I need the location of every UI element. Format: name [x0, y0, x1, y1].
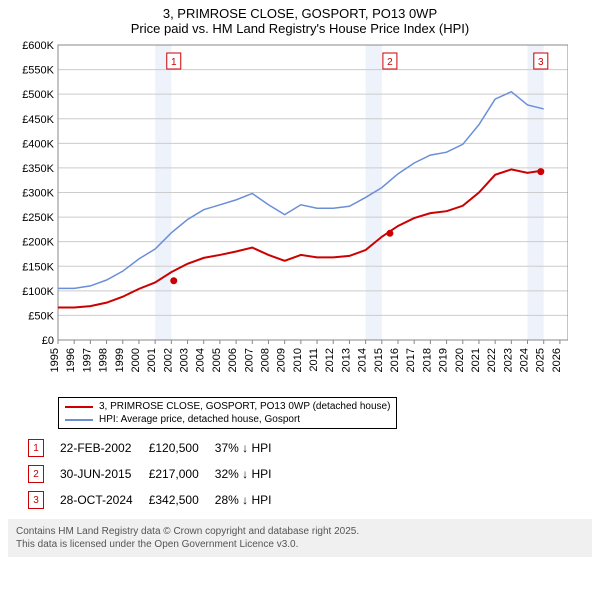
svg-text:2024: 2024 — [519, 348, 531, 372]
svg-text:2019: 2019 — [438, 348, 450, 372]
event-row: 2 30-JUN-2015 £217,000 32% ↓ HPI — [28, 461, 287, 487]
footer-note: Contains HM Land Registry data © Crown c… — [8, 519, 592, 557]
svg-text:£50K: £50K — [28, 310, 54, 322]
svg-text:1996: 1996 — [65, 348, 77, 372]
svg-text:2023: 2023 — [502, 348, 514, 372]
svg-text:2004: 2004 — [195, 348, 207, 372]
svg-text:2021: 2021 — [470, 348, 482, 372]
svg-text:2013: 2013 — [340, 348, 352, 372]
svg-text:2018: 2018 — [421, 348, 433, 372]
event-row: 1 22-FEB-2002 £120,500 37% ↓ HPI — [28, 435, 287, 461]
svg-text:2003: 2003 — [179, 348, 191, 372]
event-marker-icon: 2 — [28, 465, 44, 483]
event-delta: 32% ↓ HPI — [215, 461, 288, 487]
event-row: 3 28-OCT-2024 £342,500 28% ↓ HPI — [28, 487, 287, 513]
svg-text:2002: 2002 — [162, 348, 174, 372]
legend-row: 3, PRIMROSE CLOSE, GOSPORT, PO13 0WP (de… — [65, 400, 390, 413]
svg-text:1999: 1999 — [114, 348, 126, 372]
event-delta: 28% ↓ HPI — [215, 487, 288, 513]
event-marker-icon: 3 — [28, 491, 44, 509]
svg-text:£500K: £500K — [22, 89, 54, 101]
price-chart-svg: £0 £50K £100K £150K £200K £250K £300K £350K £400… — [8, 40, 568, 390]
svg-text:1998: 1998 — [98, 348, 110, 372]
svg-text:£550K: £550K — [22, 65, 54, 77]
svg-text:£350K: £350K — [22, 163, 54, 175]
svg-text:£400K: £400K — [22, 138, 54, 150]
event-delta: 37% ↓ HPI — [215, 435, 288, 461]
svg-text:2017: 2017 — [405, 348, 417, 372]
title-block: 3, PRIMROSE CLOSE, GOSPORT, PO13 0WP Pri… — [8, 6, 592, 36]
title-subtitle: Price paid vs. HM Land Registry's House … — [8, 21, 592, 36]
title-address: 3, PRIMROSE CLOSE, GOSPORT, PO13 0WP — [8, 6, 592, 21]
legend-label: HPI: Average price, detached house, Gosp… — [99, 414, 300, 425]
svg-text:2008: 2008 — [259, 348, 271, 372]
svg-text:£250K: £250K — [22, 212, 54, 224]
svg-text:2014: 2014 — [357, 348, 369, 372]
svg-text:£100K: £100K — [22, 286, 54, 298]
event-price: £120,500 — [149, 435, 215, 461]
svg-text:2026: 2026 — [551, 348, 563, 372]
svg-text:2015: 2015 — [373, 348, 385, 372]
footer-line: This data is licensed under the Open Gov… — [16, 538, 584, 551]
svg-text:1995: 1995 — [49, 348, 61, 372]
svg-text:2000: 2000 — [130, 348, 142, 372]
event-marker-icon: 1 — [28, 439, 44, 457]
svg-text:£0: £0 — [42, 335, 54, 347]
svg-text:2006: 2006 — [227, 348, 239, 372]
events-table: 1 22-FEB-2002 £120,500 37% ↓ HPI 2 30-JU… — [28, 435, 287, 513]
svg-text:2007: 2007 — [243, 348, 255, 372]
svg-text:£300K: £300K — [22, 188, 54, 200]
event-date: 28-OCT-2024 — [60, 487, 149, 513]
svg-text:2011: 2011 — [308, 348, 320, 372]
svg-text:3: 3 — [538, 57, 544, 68]
svg-text:2022: 2022 — [486, 348, 498, 372]
event-price: £217,000 — [149, 461, 215, 487]
svg-text:2025: 2025 — [535, 348, 547, 372]
svg-text:2012: 2012 — [324, 348, 336, 372]
legend-row: HPI: Average price, detached house, Gosp… — [65, 413, 390, 426]
footer-line: Contains HM Land Registry data © Crown c… — [16, 525, 584, 538]
svg-text:2001: 2001 — [146, 348, 158, 372]
chart-container: 3, PRIMROSE CLOSE, GOSPORT, PO13 0WP Pri… — [0, 0, 600, 565]
svg-text:£450K: £450K — [22, 114, 54, 126]
svg-text:1: 1 — [171, 57, 177, 68]
legend-swatch — [65, 419, 93, 421]
event-price: £342,500 — [149, 487, 215, 513]
svg-text:1997: 1997 — [81, 348, 93, 372]
svg-text:£150K: £150K — [22, 261, 54, 273]
svg-text:2020: 2020 — [454, 348, 466, 372]
chart-area: £0 £50K £100K £150K £200K £250K £300K £350K £400… — [8, 40, 592, 395]
legend-label: 3, PRIMROSE CLOSE, GOSPORT, PO13 0WP (de… — [99, 401, 390, 412]
svg-text:2016: 2016 — [389, 348, 401, 372]
svg-text:2005: 2005 — [211, 348, 223, 372]
legend-swatch — [65, 406, 93, 408]
svg-text:2010: 2010 — [292, 348, 304, 372]
svg-text:£200K: £200K — [22, 237, 54, 249]
event-date: 30-JUN-2015 — [60, 461, 149, 487]
legend-box: 3, PRIMROSE CLOSE, GOSPORT, PO13 0WP (de… — [58, 397, 397, 429]
event-date: 22-FEB-2002 — [60, 435, 149, 461]
svg-text:2: 2 — [387, 57, 393, 68]
svg-text:£600K: £600K — [22, 40, 54, 52]
svg-text:2009: 2009 — [276, 348, 288, 372]
